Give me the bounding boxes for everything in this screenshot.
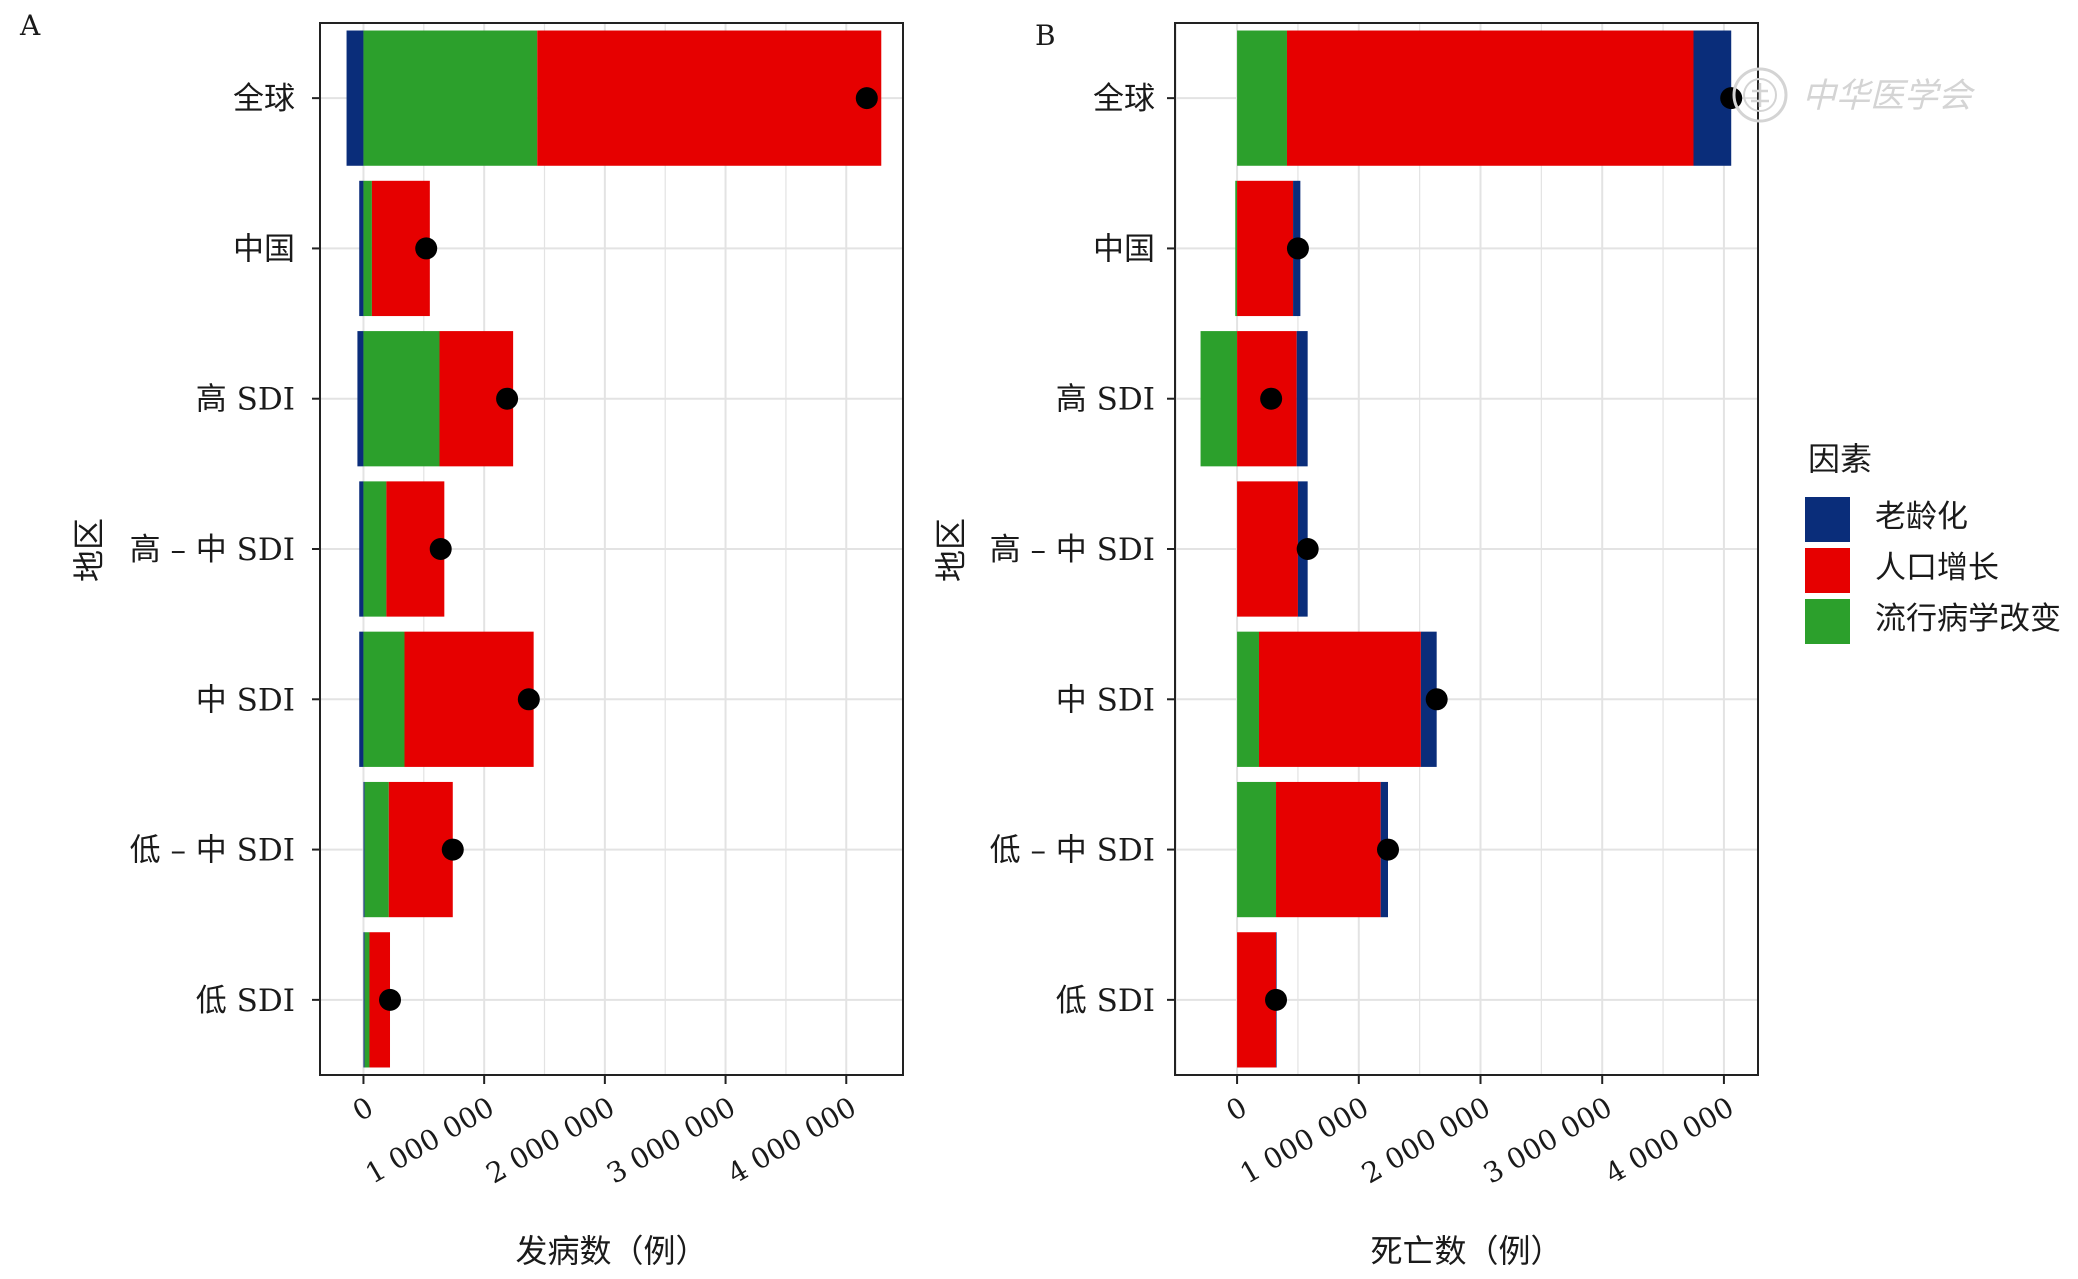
bar-segment-aging bbox=[363, 781, 365, 918]
bar-segment-epidemiological-change bbox=[1237, 781, 1277, 918]
bar-segment-epidemiological-change bbox=[1237, 631, 1259, 767]
x-tick-label: 0 bbox=[1221, 1090, 1253, 1127]
bar-segment-epidemiological-change bbox=[364, 781, 389, 918]
y-axis-title: 地区 bbox=[70, 518, 108, 582]
x-tick-label: 2 000 000 bbox=[480, 1090, 620, 1190]
x-tick-label: 2 000 000 bbox=[1356, 1090, 1496, 1190]
category-label: 低 SDI bbox=[1056, 983, 1155, 1019]
legend-label-population-growth: 人口增长 bbox=[1875, 550, 1999, 586]
bar-segment-aging bbox=[1296, 331, 1308, 467]
society-seal-icon bbox=[1732, 67, 1788, 123]
net-change-point bbox=[1720, 87, 1743, 110]
bar-segment-aging bbox=[357, 331, 364, 467]
x-axis-title: 发病数（例） bbox=[515, 1232, 707, 1270]
net-change-point bbox=[1425, 688, 1448, 711]
bar-segment-aging bbox=[359, 631, 364, 767]
bar-segment-epidemiological-change bbox=[363, 180, 372, 317]
category-label: 高 – 中 SDI bbox=[990, 532, 1155, 568]
category-label: 低 SDI bbox=[196, 983, 295, 1019]
bar-segment-epidemiological-change bbox=[1200, 331, 1238, 467]
watermark: 中华医学会 bbox=[1732, 67, 1976, 123]
bar-segment-epidemiological-change bbox=[1237, 30, 1287, 166]
x-tick-label: 4 000 000 bbox=[722, 1090, 862, 1190]
category-label: 全球 bbox=[233, 81, 295, 117]
net-change-point bbox=[415, 237, 438, 260]
bar-segment-epidemiological-change bbox=[363, 631, 405, 767]
category-label: 高 – 中 SDI bbox=[130, 532, 295, 568]
net-change-point bbox=[1260, 387, 1283, 410]
y-axis-title: 地区 bbox=[932, 518, 970, 582]
legend-label-aging: 老龄化 bbox=[1875, 499, 1968, 535]
panel-tag: A bbox=[19, 9, 41, 42]
x-tick-label: 4 000 000 bbox=[1599, 1090, 1739, 1190]
category-label: 高 SDI bbox=[1056, 382, 1155, 418]
x-tick-label: 0 bbox=[347, 1090, 379, 1127]
legend: 因素 老龄化 人口增长 流行病学改变 bbox=[1805, 440, 2061, 644]
net-change-point bbox=[1286, 237, 1309, 260]
bar-segment-epidemiological-change bbox=[363, 331, 440, 467]
net-change-point bbox=[1296, 538, 1319, 560]
category-label: 高 SDI bbox=[196, 382, 295, 418]
x-tick-label: 1 000 000 bbox=[360, 1090, 500, 1190]
bar-segment-population-growth bbox=[1276, 781, 1381, 918]
category-label: 全球 bbox=[1093, 81, 1155, 117]
category-label: 低 – 中 SDI bbox=[990, 833, 1155, 869]
x-tick-label: 1 000 000 bbox=[1234, 1090, 1374, 1190]
legend-swatch-population-growth bbox=[1805, 548, 1850, 593]
plot-frame bbox=[1174, 22, 1759, 1076]
category-label: 中国 bbox=[233, 231, 295, 267]
bar-segment-population-growth bbox=[1286, 30, 1694, 166]
bar-segment-population-growth bbox=[404, 631, 534, 767]
bar-segment-aging bbox=[359, 180, 364, 317]
x-tick-label: 3 000 000 bbox=[1478, 1090, 1618, 1190]
watermark-text: 中华医学会 bbox=[1802, 76, 1976, 116]
legend-label-epidemiological-change: 流行病学改变 bbox=[1875, 601, 2061, 637]
panel-tag: B bbox=[1035, 19, 1056, 52]
net-change-point bbox=[441, 838, 464, 861]
bar-segment-population-growth bbox=[1237, 481, 1298, 617]
bar-segment-aging bbox=[346, 30, 364, 166]
bar-segment-population-growth bbox=[1237, 180, 1294, 317]
bar-segment-epidemiological-change bbox=[363, 30, 538, 166]
net-change-point bbox=[855, 87, 878, 110]
category-label: 中 SDI bbox=[1056, 682, 1155, 718]
legend-swatch-aging bbox=[1805, 497, 1850, 542]
net-change-point bbox=[429, 538, 452, 560]
bar-segment-aging bbox=[359, 481, 364, 617]
bar-segment-epidemiological-change bbox=[363, 481, 387, 617]
net-change-point bbox=[1265, 988, 1288, 1011]
net-change-point bbox=[517, 688, 540, 711]
plot-frame bbox=[319, 22, 904, 1076]
x-axis-title: 死亡数（例） bbox=[1370, 1232, 1562, 1270]
bar-segment-aging bbox=[363, 932, 365, 1068]
category-label: 低 – 中 SDI bbox=[130, 833, 295, 869]
bar-segment-population-growth bbox=[1258, 631, 1421, 767]
bar-segment-epidemiological-change bbox=[1235, 180, 1238, 317]
legend-swatch-epidemiological-change bbox=[1805, 599, 1850, 644]
category-label: 中国 bbox=[1093, 231, 1155, 267]
net-change-point bbox=[496, 387, 519, 410]
x-tick-label: 3 000 000 bbox=[601, 1090, 741, 1190]
category-label: 中 SDI bbox=[196, 682, 295, 718]
bar-segment-population-growth bbox=[537, 30, 882, 166]
net-change-point bbox=[379, 988, 402, 1011]
legend-title: 因素 bbox=[1808, 440, 1872, 478]
bar-segment-epidemiological-change bbox=[364, 932, 370, 1068]
net-change-point bbox=[1376, 838, 1399, 861]
